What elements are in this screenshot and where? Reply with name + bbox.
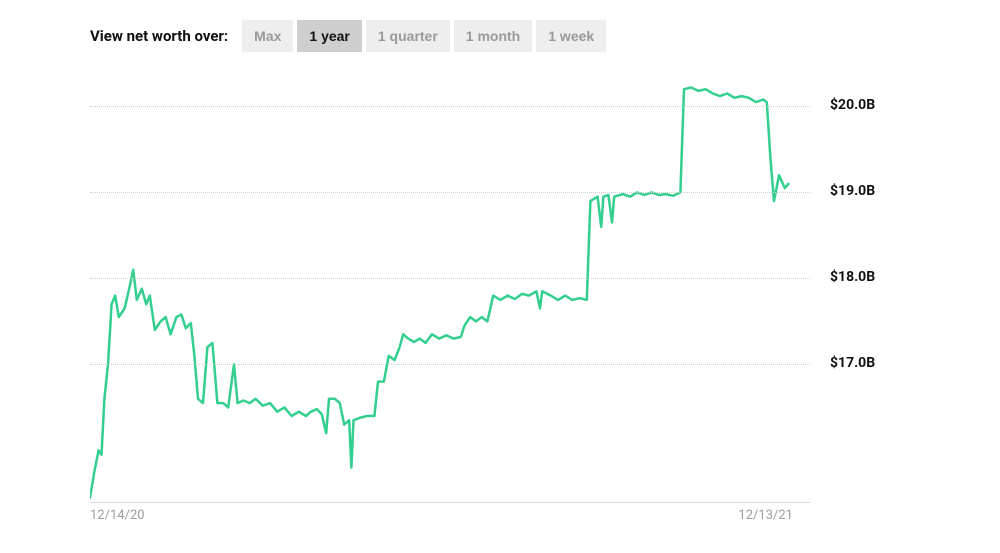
toolbar-label: View net worth over: (90, 27, 228, 45)
range-button-1week[interactable]: 1 week (536, 20, 606, 52)
range-button-1year[interactable]: 1 year (297, 20, 361, 52)
range-toolbar: View net worth over: Max 1 year 1 quarte… (90, 20, 960, 52)
y-gridline (90, 278, 810, 279)
y-tick-label: $18.0B (830, 269, 875, 285)
range-button-1quarter[interactable]: 1 quarter (366, 20, 450, 52)
range-button-max[interactable]: Max (242, 20, 293, 52)
net-worth-panel: View net worth over: Max 1 year 1 quarte… (0, 0, 1000, 553)
x-tick-label: 12/13/21 (738, 508, 848, 523)
net-worth-line (90, 88, 788, 498)
y-tick-label: $17.0B (830, 355, 875, 371)
y-gridline (90, 364, 810, 365)
y-tick-label: $19.0B (830, 183, 875, 199)
y-gridline (90, 106, 810, 107)
y-gridline (90, 192, 810, 193)
x-axis (90, 502, 810, 503)
line-chart-svg (90, 72, 810, 504)
net-worth-chart: $20.0B $19.0B $18.0B $17.0B 12/14/20 12/13/21 (90, 72, 970, 542)
x-tick-label: 12/14/20 (90, 508, 145, 523)
y-tick-label: $20.0B (830, 97, 875, 113)
range-button-1month[interactable]: 1 month (454, 20, 532, 52)
